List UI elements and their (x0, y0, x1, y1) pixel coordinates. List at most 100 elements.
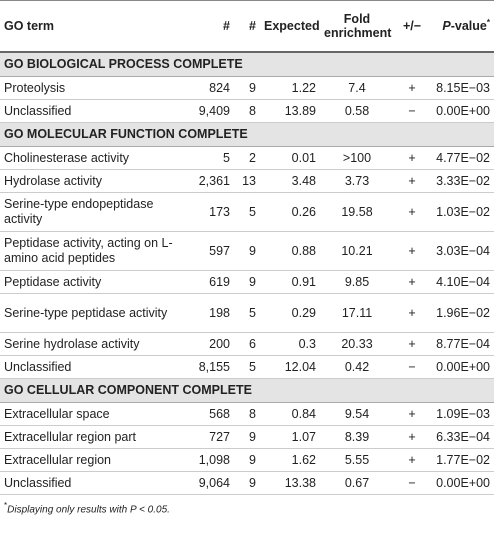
cell: Extracellular region (0, 448, 178, 472)
cell: Peptidase activity (0, 270, 178, 294)
data-row: Unclassified 9,064 9 13.38 0.67−0.00E+00 (0, 471, 494, 495)
cell: Cholinesterase activity (0, 146, 178, 170)
cell: 8 (234, 99, 260, 123)
data-row: Proteolysis 824 9 1.22 7.4 +8.15E−03 (0, 76, 494, 100)
data-row: Unclassified 9,409 8 13.89 0.58−0.00E+00 (0, 99, 494, 123)
cell: 3.73 (320, 169, 394, 193)
header-sup: * (486, 18, 490, 28)
cell: 17.11 (320, 293, 394, 333)
section-title: GO MOLECULAR FUNCTION COMPLETE (0, 122, 494, 147)
footnote-rest: < 0.05. (136, 504, 170, 516)
cell: 1.09E−03 (430, 402, 494, 426)
cell: 9.85 (320, 270, 394, 294)
cell: 5 (234, 192, 260, 232)
cell: 9 (234, 471, 260, 495)
cell: 9 (234, 270, 260, 294)
column-header: Fold enrichment (320, 0, 394, 53)
cell: 10.21 (320, 231, 394, 271)
section-row: GO CELLULAR COMPONENT COMPLETE (0, 378, 494, 403)
cell: + (394, 76, 430, 100)
cell: 0.01 (260, 146, 320, 170)
data-row: Serine-type peptidase activity 198 5 0.29 17… (0, 293, 494, 333)
cell: 7.4 (320, 76, 394, 100)
section-title: GO CELLULAR COMPONENT COMPLETE (0, 378, 494, 403)
cell: 1.77E−02 (430, 448, 494, 472)
cell: 5 (178, 146, 234, 170)
cell: 3.03E−04 (430, 231, 494, 271)
cell: 9 (234, 76, 260, 100)
cell: 9 (234, 425, 260, 449)
cell: 1.62 (260, 448, 320, 472)
cell: + (394, 332, 430, 356)
cell: 5.55 (320, 448, 394, 472)
cell: 2 (234, 146, 260, 170)
cell: Proteolysis (0, 76, 178, 100)
cell: 13.89 (260, 99, 320, 123)
cell: 9.54 (320, 402, 394, 426)
column-header: +/− (394, 0, 430, 53)
section-title: GO BIOLOGICAL PROCESS COMPLETE (0, 52, 494, 77)
cell: 0.42 (320, 355, 394, 379)
column-header: # (234, 0, 260, 53)
data-row: Unclassified 8,155 5 12.04 0.42−0.00E+00 (0, 355, 494, 379)
cell: 9 (234, 231, 260, 271)
cell: 13 (234, 169, 260, 193)
footnote-italic: P (129, 504, 137, 516)
header-text: -value (450, 19, 487, 34)
cell: 1,098 (178, 448, 234, 472)
table-header: GO term # # Expected Fold enrichment +/− P-val… (0, 0, 494, 53)
cell: 6.33E−04 (430, 425, 494, 449)
table-body: GO BIOLOGICAL PROCESS COMPLETE Proteolysi… (0, 52, 494, 495)
cell: 0.3 (260, 332, 320, 356)
cell: 568 (178, 402, 234, 426)
cell: 0.91 (260, 270, 320, 294)
cell: + (394, 169, 430, 193)
footnote-sup: * (4, 501, 8, 510)
cell: − (394, 99, 430, 123)
cell: 1.03E−02 (430, 192, 494, 232)
cell: 1.96E−02 (430, 293, 494, 333)
cell: Serine hydrolase activity (0, 332, 178, 356)
cell: 9,064 (178, 471, 234, 495)
column-header: Expected (260, 0, 320, 53)
cell: 0.00E+00 (430, 471, 494, 495)
cell: 597 (178, 231, 234, 271)
cell: + (394, 146, 430, 170)
cell: 8.39 (320, 425, 394, 449)
cell: 9 (234, 448, 260, 472)
section-row: GO MOLECULAR FUNCTION COMPLETE (0, 122, 494, 147)
cell: 824 (178, 76, 234, 100)
data-row: Hydrolase activity 2,361 13 3.48 3.73 +3.33E−… (0, 169, 494, 193)
column-header: P-value* (430, 0, 494, 53)
cell: 1.22 (260, 76, 320, 100)
cell: 0.26 (260, 192, 320, 232)
cell: Peptidase activity, acting on L-amino ac… (0, 231, 178, 271)
cell: + (394, 448, 430, 472)
go-table: GO term # # Expected Fold enrichment +/− P-val… (0, 0, 494, 495)
data-row: Extracellular space 568 8 0.84 9.54 +1.09E−03 (0, 402, 494, 426)
data-row: Extracellular region part 727 9 1.07 8.39 +6.… (0, 425, 494, 449)
cell: 3.33E−02 (430, 169, 494, 193)
data-row: Peptidase activity 619 9 0.91 9.85 +4.10E−04 (0, 270, 494, 294)
cell: + (394, 425, 430, 449)
cell: − (394, 471, 430, 495)
cell: 1.07 (260, 425, 320, 449)
cell: 8.77E−04 (430, 332, 494, 356)
data-row: Serine hydrolase activity 200 6 0.3 20.33 +8.… (0, 332, 494, 356)
cell: + (394, 293, 430, 333)
cell: 5 (234, 355, 260, 379)
cell: 0.67 (320, 471, 394, 495)
cell: 0.00E+00 (430, 99, 494, 123)
cell: + (394, 231, 430, 271)
cell: + (394, 192, 430, 232)
cell: 9,409 (178, 99, 234, 123)
cell: 8.15E−03 (430, 76, 494, 100)
data-row: Serine-type endopeptidase activity 173 5 0.… (0, 192, 494, 232)
cell: 0.88 (260, 231, 320, 271)
cell: Serine-type endopeptidase activity (0, 192, 178, 232)
cell: 3.48 (260, 169, 320, 193)
cell: 0.29 (260, 293, 320, 333)
data-row: Cholinesterase activity 5 2 0.01 >100 +4.77E−… (0, 146, 494, 170)
cell: Hydrolase activity (0, 169, 178, 193)
